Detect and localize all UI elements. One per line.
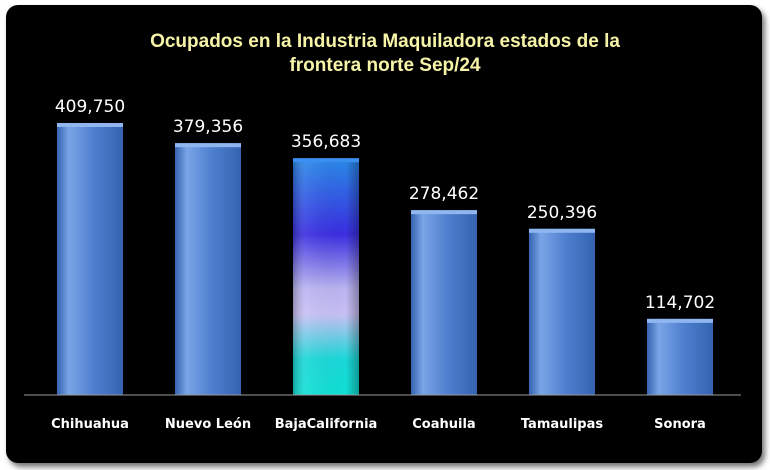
bars	[57, 123, 713, 395]
category-labels: Chihuahua Nuevo León BajaCalifornia Coahuil…	[51, 417, 706, 432]
bar-cap-coahuila	[411, 210, 477, 215]
bar-cap-bajacalifornia	[293, 158, 359, 163]
value-label-sonora: 114,702	[645, 293, 715, 313]
category-label-coahuila: Coahuila	[412, 417, 475, 432]
chart-frame: Ocupados en la Industria Maquiladora est…	[6, 5, 762, 463]
category-label-bajacalifornia: BajaCalifornia	[275, 417, 378, 432]
category-label-tamaulipas: Tamaulipas	[521, 417, 604, 432]
bar-nuevo-leon	[175, 143, 241, 395]
value-label-coahuila: 278,462	[409, 184, 479, 204]
bar-chihuahua	[57, 123, 123, 395]
bar-tamaulipas	[529, 228, 595, 395]
bar-sonora	[647, 318, 713, 395]
bar-sheen-bajacalifornia	[293, 158, 359, 395]
bar-chart: Ocupados en la Industria Maquiladora est…	[24, 31, 741, 432]
bar-cap-nuevo-leon	[175, 143, 241, 148]
bar-cap-chihuahua	[57, 123, 123, 127]
value-label-chihuahua: 409,750	[55, 97, 125, 117]
chart-title-line-1: Ocupados en la Industria Maquiladora est…	[150, 31, 620, 52]
value-label-bajacalifornia: 356,683	[291, 132, 361, 152]
bar-cap-tamaulipas	[529, 228, 595, 233]
bar-cap-sonora	[647, 318, 713, 323]
value-labels: 409,750 379,356 356,683 278,462 250,396 114,7…	[55, 97, 715, 313]
chart-title: Ocupados en la Industria Maquiladora est…	[150, 31, 620, 76]
value-label-tamaulipas: 250,396	[527, 203, 597, 223]
chart-title-line-2: frontera norte Sep/24	[289, 55, 481, 76]
category-label-sonora: Sonora	[654, 417, 706, 432]
category-label-chihuahua: Chihuahua	[51, 417, 129, 432]
category-label-nuevo-leon: Nuevo León	[165, 417, 251, 432]
bar-coahuila	[411, 210, 477, 395]
value-label-nuevo-leon: 379,356	[173, 117, 243, 137]
